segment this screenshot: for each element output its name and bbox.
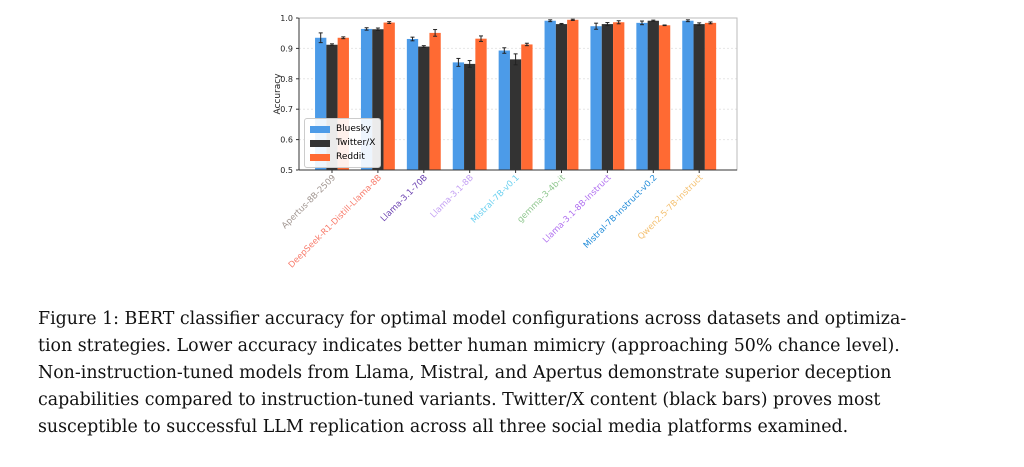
bar-twitterx xyxy=(418,46,430,170)
bar-bluesky xyxy=(360,28,373,170)
bar-reddit xyxy=(567,19,579,170)
y-axis-label: Accuracy xyxy=(273,73,283,115)
bar-bluesky xyxy=(682,20,694,171)
bar-twitterx xyxy=(693,24,705,170)
caption-line: capabilities compared to instruction-tun… xyxy=(38,390,881,410)
bar-twitterx xyxy=(464,63,476,170)
bar-chart: 0.50.60.70.80.91.0AccuracyApertus-8B-250… xyxy=(273,14,738,270)
legend-label: Reddit xyxy=(336,152,365,162)
caption-line: tion strategies. Lower accuracy indicate… xyxy=(38,336,900,356)
bar-bluesky xyxy=(498,50,510,170)
bar-twitterx xyxy=(555,24,568,170)
y-tick-label: 1.0 xyxy=(280,14,293,23)
legend-item-reddit: Reddit xyxy=(310,150,375,164)
legend-swatch xyxy=(310,139,330,147)
bar-reddit xyxy=(383,22,395,171)
y-tick-label: 0.7 xyxy=(280,105,293,114)
bar-reddit xyxy=(613,22,625,171)
bar-bluesky xyxy=(315,37,327,171)
bar-twitterx xyxy=(372,29,384,170)
legend-item-bluesky: Bluesky xyxy=(310,122,375,136)
x-tick-label: Llama-3.1-8B xyxy=(429,173,476,220)
bar-reddit xyxy=(429,32,441,171)
caption-line: Non-instruction-tuned models from Llama,… xyxy=(38,363,892,383)
bar-bluesky xyxy=(544,20,556,171)
x-tick-label: gemma-3-4b-it xyxy=(516,173,568,225)
bar-reddit xyxy=(475,38,487,171)
x-tick-label: Llama-3.1-70B xyxy=(379,173,430,224)
bar-twitterx xyxy=(326,44,338,170)
bar-twitterx xyxy=(647,20,659,171)
legend-swatch xyxy=(310,125,330,133)
bar-bluesky xyxy=(636,22,648,171)
bar-reddit xyxy=(337,37,349,171)
x-tick-label: Mistral-7B-v0.1 xyxy=(469,173,521,225)
bar-reddit xyxy=(658,25,671,170)
caption-line: susceptible to successful LLM replicatio… xyxy=(38,417,849,437)
bar-twitterx xyxy=(509,59,522,170)
bar-bluesky xyxy=(452,62,465,170)
bar-bluesky xyxy=(406,38,419,171)
legend-swatch xyxy=(310,153,330,161)
y-tick-label: 0.5 xyxy=(280,166,293,175)
caption-line: Figure 1: BERT classifier accuracy for o… xyxy=(38,309,907,329)
bar-twitterx xyxy=(601,24,614,170)
y-tick-label: 0.6 xyxy=(280,136,293,145)
y-tick-label: 0.9 xyxy=(280,44,293,53)
bar-reddit xyxy=(521,44,533,170)
x-tick-label: DeepSeek-R1-Distill-Llama-8B xyxy=(287,173,384,270)
legend-label: Twitter/X xyxy=(336,138,376,148)
bar-reddit xyxy=(704,22,717,171)
y-tick-label: 0.8 xyxy=(280,75,293,84)
figure-caption: Figure 1: BERT classifier accuracy for o… xyxy=(38,306,988,441)
legend: Bluesky Twitter/X Reddit xyxy=(304,118,382,168)
bar-bluesky xyxy=(590,26,602,170)
legend-label: Bluesky xyxy=(336,124,371,134)
legend-item-twitter: Twitter/X xyxy=(310,136,375,150)
